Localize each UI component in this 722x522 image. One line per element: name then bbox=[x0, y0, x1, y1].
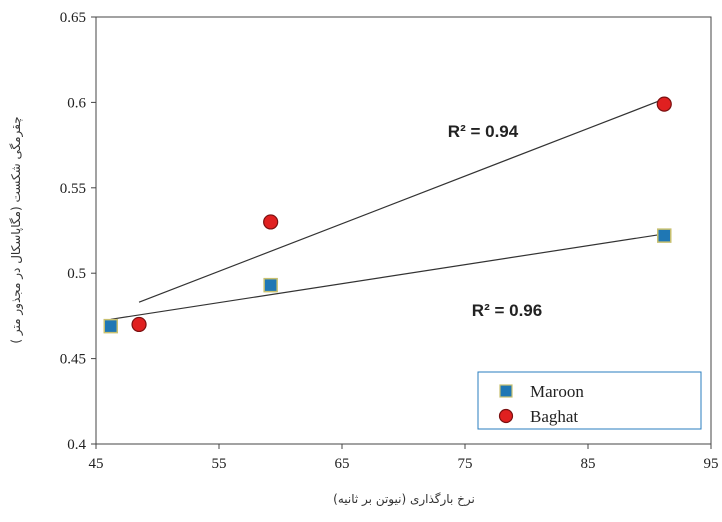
r2-label-maroon: R² = 0.96 bbox=[472, 301, 542, 320]
legend-marker-maroon bbox=[499, 384, 513, 398]
data-point-maroon bbox=[263, 277, 278, 293]
x-tick-label: 75 bbox=[458, 456, 473, 472]
data-point-baghat bbox=[131, 316, 147, 333]
legend: Maroon Baghat bbox=[477, 371, 702, 430]
x-tick-label: 85 bbox=[581, 456, 596, 472]
legend-box bbox=[477, 371, 702, 430]
r2-label-baghat: R² = 0.94 bbox=[448, 122, 519, 141]
y-tick-label: 0.6 bbox=[67, 95, 86, 111]
y-axis-title: چقرمگی شکست (مگاپاسکال در مجذور متر ) bbox=[9, 116, 24, 343]
x-tick-label: 65 bbox=[335, 456, 350, 472]
trendline-maroon bbox=[110, 233, 665, 320]
y-tick-label: 0.5 bbox=[67, 266, 86, 282]
legend-label-baghat: Baghat bbox=[530, 407, 578, 426]
x-tick-label: 55 bbox=[212, 456, 227, 472]
data-point-maroon bbox=[103, 318, 119, 334]
plot-frame bbox=[95, 16, 712, 445]
y-tick-label: 0.65 bbox=[60, 10, 86, 26]
data-point-baghat bbox=[656, 96, 672, 112]
y-tick-label: 0.45 bbox=[60, 352, 86, 368]
y-tick-label: 0.55 bbox=[60, 181, 86, 197]
y-tick-label: 0.4 bbox=[67, 437, 86, 453]
data-point-maroon bbox=[657, 228, 672, 243]
trendline-baghat bbox=[138, 98, 665, 303]
legend-label-maroon: Maroon bbox=[530, 382, 584, 401]
x-tick-label: 45 bbox=[89, 456, 104, 472]
x-axis-title: نرخ بارگذاری (نیوتن بر ثانیه) bbox=[333, 492, 475, 507]
data-point-baghat bbox=[263, 214, 279, 230]
legend-marker-baghat bbox=[498, 408, 514, 424]
x-tick-label: 95 bbox=[704, 456, 719, 472]
